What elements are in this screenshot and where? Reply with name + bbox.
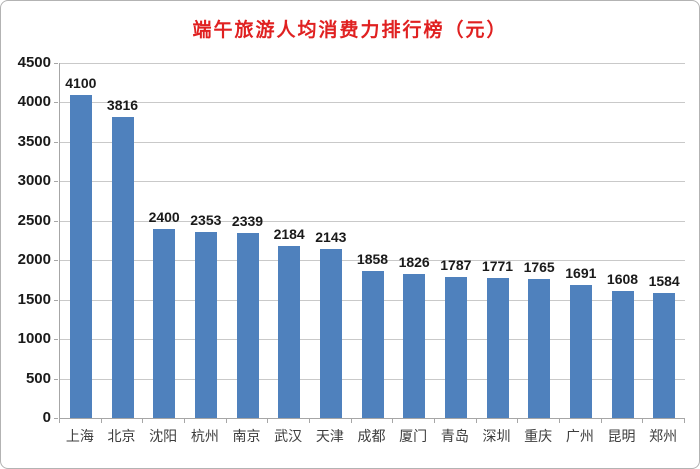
y-axis-tick-mark [54,141,58,143]
x-axis-tick-mark [309,419,310,423]
gridline [60,102,685,104]
bar-value-label: 1765 [523,258,555,275]
x-axis-category-label: 天津 [315,428,344,444]
x-axis-tick-mark [267,419,269,423]
bar [111,116,134,418]
bar [528,278,551,418]
gridline [60,220,685,222]
bar-value-label: 3816 [106,96,139,113]
y-axis-tick-label: 4500 [17,54,51,71]
x-axis-category-label: 重庆 [524,428,553,444]
bar [361,271,384,418]
x-axis-tick-mark [517,419,519,423]
x-axis-tick-mark [684,419,685,423]
x-axis-category-label: 昆明 [607,428,636,444]
x-axis-category-label: 南京 [232,428,261,444]
gridline [60,181,685,183]
y-axis-tick-mark [54,299,58,301]
bar-value-label: 1608 [606,271,639,288]
x-axis-tick-mark [392,419,394,423]
bar [486,278,509,418]
chart-title: 端午旅游人均消费力排行榜（元） [192,20,508,41]
bar [153,228,176,418]
x-axis-category-label: 青岛 [440,428,469,444]
y-axis-tick-label: 2000 [17,251,51,269]
y-axis-tick-mark [54,260,58,262]
bar [319,248,342,418]
y-axis-tick-label: 3500 [17,132,51,150]
y-axis-tick-mark [54,181,58,183]
bar-value-label: 1771 [481,258,514,275]
y-axis-tick-label: 1000 [17,330,51,348]
gridline [60,260,685,262]
x-axis-category-label: 武汉 [274,428,303,444]
x-axis-tick-mark [642,419,644,423]
x-axis-tick-mark [100,419,102,423]
bar [278,245,301,418]
y-axis-tick-label: 3000 [17,172,51,190]
y-axis-tick-label: 1500 [17,290,51,308]
x-axis-category-label: 杭州 [190,428,219,444]
x-axis-category-label: 上海 [65,428,94,444]
x-axis-category-label: 北京 [107,428,136,444]
x-axis-category-label: 郑州 [649,428,678,444]
bar-value-label: 1787 [440,257,472,274]
bar-value-label: 1858 [356,251,389,268]
y-axis-tick-label: 0 [42,409,51,426]
y-axis-tick-mark [54,378,58,380]
x-axis-category-label: 成都 [357,428,386,444]
bar [194,232,217,418]
bar [653,293,676,418]
bar [611,291,634,418]
bar-value-label: 2353 [190,212,222,229]
x-axis-tick-mark [559,419,560,423]
bar [444,277,467,418]
x-axis-tick-mark [475,419,477,423]
x-axis-tick-mark [434,419,435,423]
y-axis-tick-label: 2500 [17,211,51,229]
x-axis-tick-mark [142,419,144,423]
bar [403,273,426,418]
y-axis-tick-label: 4000 [17,93,51,111]
bar [569,284,592,418]
y-axis-tick-mark [54,418,58,419]
x-axis-category-label: 沈阳 [149,428,178,444]
bar-value-label: 2339 [231,213,264,230]
bar [236,233,259,418]
bar-value-label: 2184 [273,225,305,242]
gridline [60,141,685,143]
bar-value-label: 2143 [315,228,347,245]
x-axis-category-label: 深圳 [482,428,511,444]
x-axis-tick-mark [600,419,602,423]
x-axis-category-label: 厦门 [399,428,428,444]
x-axis-tick-mark [59,419,60,423]
x-axis-tick-mark [225,419,227,423]
bar-value-label: 4100 [65,74,97,91]
y-axis-tick-mark [54,102,58,104]
bar-value-label: 1584 [648,273,680,290]
y-axis-tick-mark [54,220,58,222]
y-axis-tick-mark [54,339,58,341]
y-axis-tick-mark [54,63,58,64]
gridline [60,63,685,64]
bar-value-label: 2400 [148,208,180,225]
x-axis-tick-mark [184,419,185,423]
x-axis-tick-mark [350,419,352,423]
bar-value-label: 1691 [565,264,597,281]
x-axis-category-label: 广州 [565,428,594,444]
bar-value-label: 1826 [398,253,430,270]
bar [69,94,92,418]
y-axis-tick-label: 500 [25,369,51,387]
plot-area: 4100 3816 2400 2353 2339 2184 2143 1858 1826 1787… [59,63,685,419]
